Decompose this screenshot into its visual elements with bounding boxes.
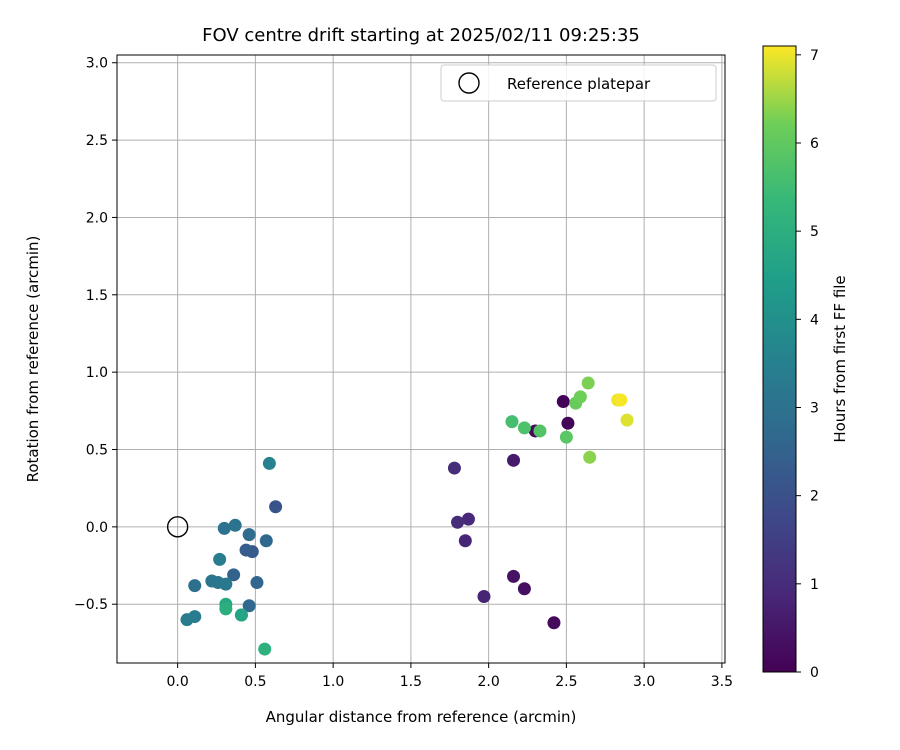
scatter-point	[461, 512, 475, 526]
y-tick-label: 0.0	[86, 520, 108, 536]
colorbar-tick-label: 2	[810, 489, 819, 505]
x-tick-label: 0.0	[167, 674, 189, 690]
scatter-point	[556, 395, 570, 409]
scatter-point	[234, 608, 248, 622]
scatter-point	[620, 413, 634, 427]
x-tick-label: 3.5	[711, 674, 733, 690]
scatter-points	[180, 376, 634, 656]
scatter-point	[517, 582, 531, 596]
scatter-point	[262, 456, 276, 470]
scatter-point	[559, 430, 573, 444]
x-tick-label: 2.0	[478, 674, 500, 690]
scatter-point	[573, 390, 587, 404]
y-tick-label: 1.0	[86, 365, 108, 381]
y-axis-label: Rotation from reference (arcmin)	[24, 236, 42, 483]
x-tick-label: 2.5	[555, 674, 577, 690]
colorbar-tick-label: 1	[810, 577, 819, 593]
scatter-point	[239, 543, 253, 557]
y-tick-label: 1.5	[86, 288, 108, 304]
scatter-point	[213, 552, 227, 566]
scatter-point	[533, 424, 547, 438]
scatter-point	[242, 528, 256, 542]
scatter-point	[507, 453, 521, 467]
x-tick-label: 1.5	[400, 674, 422, 690]
y-tick-label: 3.0	[86, 56, 108, 72]
scatter-point	[458, 534, 472, 548]
scatter-point	[451, 515, 465, 529]
y-tick-label: 0.5	[86, 443, 108, 459]
scatter-point	[258, 642, 272, 656]
scatter-point	[477, 589, 491, 603]
scatter-point	[269, 500, 283, 514]
scatter-point	[219, 602, 233, 616]
colorbar-label: Hours from first FF file	[831, 275, 849, 442]
x-tick-label: 0.5	[244, 674, 266, 690]
scatter-point	[581, 376, 595, 390]
scatter-point	[259, 534, 273, 548]
y-axis-ticks: −0.5 0.0 0.5 1.0 1.5 2.0 2.5 3.0	[74, 56, 117, 613]
scatter-point	[583, 450, 597, 464]
x-axis-label: Angular distance from reference (arcmin)	[266, 708, 577, 726]
x-axis-ticks: 0.0 0.5 1.0 1.5 2.0 2.5 3.0 3.5	[167, 663, 733, 690]
y-tick-label: 2.5	[86, 133, 108, 149]
scatter-point	[242, 599, 256, 613]
scatter-point	[228, 518, 242, 532]
legend-marker	[458, 72, 480, 94]
colorbar-tick-label: 6	[810, 136, 819, 152]
legend-entry-reference: Reference platepar	[507, 75, 651, 93]
colorbar-tick-label: 7	[810, 48, 819, 64]
scatter-point	[614, 393, 628, 407]
x-tick-label: 3.0	[633, 674, 655, 690]
scatter-point	[219, 577, 233, 591]
chart-title: FOV centre drift starting at 2025/02/11 …	[202, 25, 640, 46]
legend: Reference platepar	[440, 64, 717, 102]
colorbar-tick-label: 5	[810, 224, 819, 240]
grid-lines	[117, 55, 725, 663]
reference-platepar-marker	[166, 516, 189, 538]
legend-box	[440, 64, 717, 102]
scatter-point	[505, 415, 519, 429]
colorbar-tick-label: 0	[810, 665, 819, 681]
scatter-point	[188, 610, 202, 624]
scatter-point	[517, 421, 531, 435]
y-tick-label: 2.0	[86, 210, 108, 226]
scatter-point	[561, 416, 575, 430]
scatter-point	[507, 569, 521, 583]
scatter-point	[227, 568, 241, 582]
colorbar-tick-label: 4	[810, 312, 819, 328]
scatter-point	[217, 521, 231, 535]
colorbar	[762, 45, 797, 673]
y-tick-label: −0.5	[74, 597, 108, 613]
plot-frame	[116, 54, 726, 664]
colorbar-ticks: 0 1 2 3 4 5 6 7	[796, 48, 819, 681]
scatter-point	[447, 461, 461, 475]
scatter-point	[250, 576, 264, 590]
scatter-point	[547, 616, 561, 630]
scatter-point	[188, 579, 202, 593]
x-tick-label: 1.0	[322, 674, 344, 690]
colorbar-tick-label: 3	[810, 400, 819, 416]
